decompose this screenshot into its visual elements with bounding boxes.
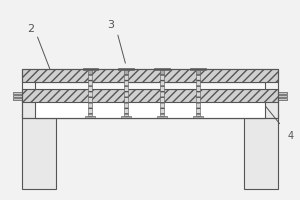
- Bar: [13, 98, 22, 100]
- Bar: [22, 99, 278, 118]
- Bar: [124, 70, 128, 74]
- Bar: [22, 114, 56, 189]
- Text: 4: 4: [287, 131, 293, 141]
- Text: 2: 2: [27, 23, 34, 33]
- Bar: [193, 116, 202, 118]
- Bar: [190, 68, 206, 70]
- Bar: [160, 74, 164, 116]
- Bar: [13, 95, 22, 97]
- Bar: [124, 74, 128, 116]
- Bar: [278, 92, 287, 94]
- Bar: [154, 68, 170, 70]
- Bar: [22, 69, 278, 118]
- Bar: [278, 98, 287, 100]
- Bar: [118, 68, 134, 70]
- Bar: [121, 116, 131, 118]
- Bar: [35, 100, 265, 118]
- Bar: [88, 70, 92, 74]
- Bar: [13, 92, 22, 94]
- Bar: [22, 89, 278, 102]
- Bar: [278, 95, 287, 97]
- Bar: [22, 69, 278, 82]
- Text: 3: 3: [108, 20, 115, 30]
- Bar: [85, 116, 95, 118]
- Bar: [35, 82, 265, 89]
- Bar: [160, 70, 164, 74]
- Bar: [82, 68, 98, 70]
- Bar: [88, 74, 92, 116]
- Bar: [157, 116, 167, 118]
- Bar: [196, 74, 200, 116]
- Bar: [244, 114, 278, 189]
- Bar: [196, 70, 200, 74]
